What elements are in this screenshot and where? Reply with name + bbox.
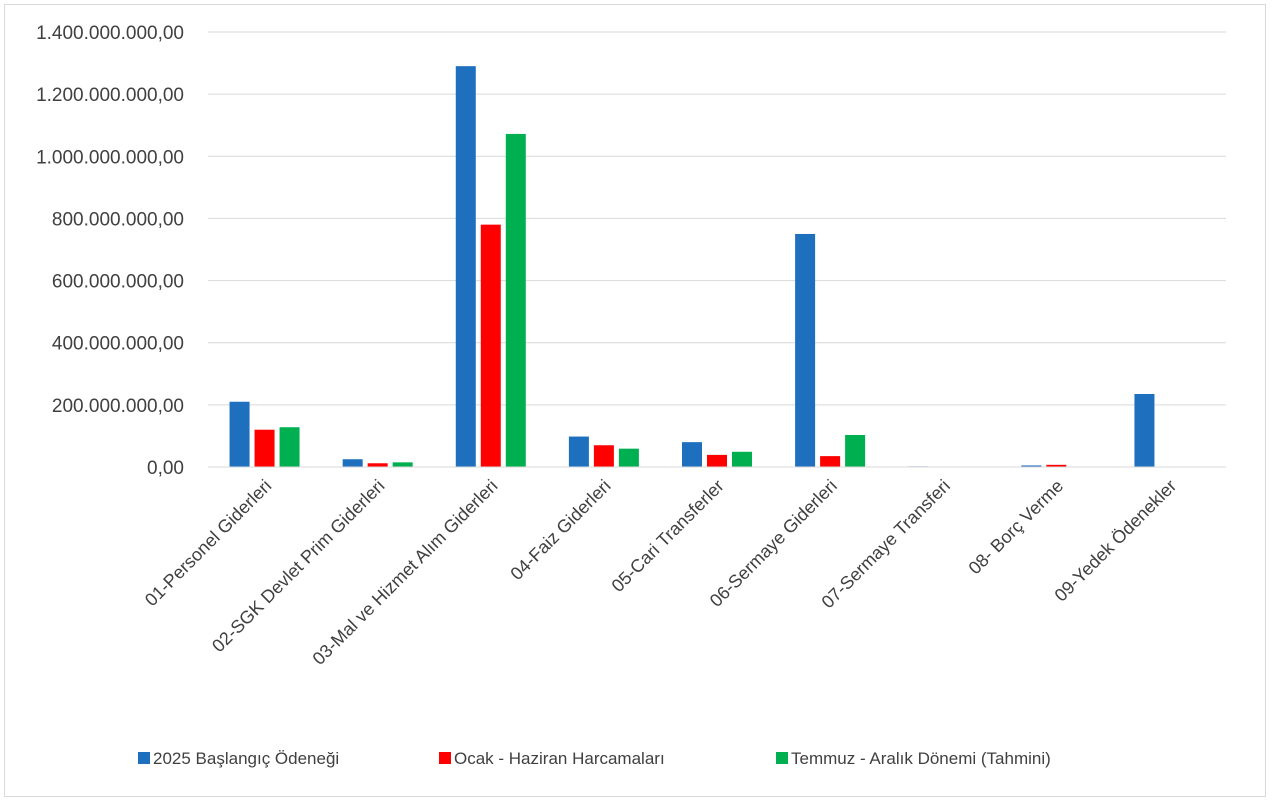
y-tick-label: 800.000.000,00: [52, 209, 184, 230]
legend-label: Temmuz - Aralık Dönemi (Tahmini): [791, 749, 1051, 768]
bar: [342, 459, 363, 467]
bar: [618, 448, 639, 467]
bar: [229, 401, 250, 467]
bar: [707, 454, 727, 467]
y-tick-label: 1.000.000.000,00: [36, 147, 184, 168]
x-tick-label: 06-Sermaye Giderleri: [706, 476, 841, 611]
x-tick-label: 05-Cari Transferler: [608, 476, 728, 596]
legend: 2025 Başlangıç Ödeneği Ocak - Haziran Har…: [138, 749, 1051, 768]
bar: [795, 233, 816, 467]
y-tick-label: 1.200.000.000,00: [36, 85, 184, 106]
bar: [367, 463, 388, 467]
y-tick-label: 200.000.000,00: [52, 396, 184, 417]
legend-label: 2025 Başlangıç Ödeneği: [153, 749, 339, 768]
bar: [254, 429, 275, 467]
bar: [568, 436, 589, 467]
legend-label: Ocak - Haziran Harcamaları: [454, 749, 665, 768]
y-tick-label: 1.400.000.000,00: [36, 23, 184, 44]
legend-swatch: [439, 752, 451, 764]
bar: [392, 462, 413, 467]
bar: [732, 451, 752, 467]
bar: [1134, 393, 1155, 467]
bars: [229, 66, 1155, 467]
bar: [820, 456, 841, 467]
y-axis-tick-labels: 0,00 200.000.000,00 400.000.000,00 600.000.…: [36, 23, 184, 479]
y-tick-label: 400.000.000,00: [52, 334, 184, 355]
x-tick-label: 08- Borç Verme: [965, 476, 1068, 579]
x-tick-label: 04-Faiz Giderleri: [506, 476, 614, 584]
y-tick-label: 600.000.000,00: [52, 272, 184, 293]
x-tick-label: 03-Mal ve Hizmet Alım Giderleri: [309, 476, 502, 669]
bar: [845, 434, 866, 467]
bar-chart: 0,00 200.000.000,00 400.000.000,00 600.000.…: [36, 23, 1226, 768]
legend-swatch: [138, 752, 150, 764]
bar: [1021, 465, 1042, 467]
bar: [593, 445, 614, 467]
x-tick-label: 01-Personel Giderleri: [141, 476, 275, 610]
bar: [480, 224, 501, 467]
bar: [1046, 464, 1067, 467]
x-tick-label: 07-Sermaye Transferi: [818, 476, 955, 613]
bar: [279, 427, 300, 467]
bar: [505, 133, 526, 467]
y-tick-label: 0,00: [147, 458, 184, 479]
bar: [455, 66, 476, 467]
x-tick-label: 09-Yedek Ödenekler: [1051, 476, 1181, 606]
legend-swatch: [776, 752, 788, 764]
chart-frame: 0,00 200.000.000,00 400.000.000,00 600.000.…: [4, 4, 1266, 797]
bar: [682, 442, 702, 467]
gridlines: [208, 31, 1226, 406]
